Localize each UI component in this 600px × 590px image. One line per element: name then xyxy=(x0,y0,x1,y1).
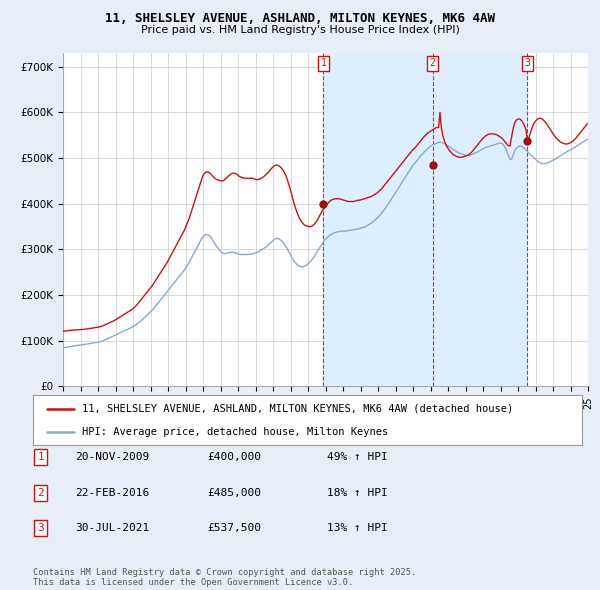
Text: 11, SHELSLEY AVENUE, ASHLAND, MILTON KEYNES, MK6 4AW: 11, SHELSLEY AVENUE, ASHLAND, MILTON KEY… xyxy=(105,12,495,25)
Text: 18% ↑ HPI: 18% ↑ HPI xyxy=(327,488,388,497)
Text: 22-FEB-2016: 22-FEB-2016 xyxy=(75,488,149,497)
Text: Price paid vs. HM Land Registry's House Price Index (HPI): Price paid vs. HM Land Registry's House … xyxy=(140,25,460,35)
Text: 1: 1 xyxy=(320,58,326,68)
Bar xyxy=(323,53,527,386)
Text: 3: 3 xyxy=(524,58,530,68)
Text: £537,500: £537,500 xyxy=(207,523,261,533)
Text: £400,000: £400,000 xyxy=(207,453,261,462)
Text: 49% ↑ HPI: 49% ↑ HPI xyxy=(327,453,388,462)
Text: 2: 2 xyxy=(37,488,44,497)
Text: 11, SHELSLEY AVENUE, ASHLAND, MILTON KEYNES, MK6 4AW (detached house): 11, SHELSLEY AVENUE, ASHLAND, MILTON KEY… xyxy=(82,404,514,414)
Text: £485,000: £485,000 xyxy=(207,488,261,497)
Text: 3: 3 xyxy=(37,523,44,533)
Text: 1: 1 xyxy=(37,453,44,462)
Text: 20-NOV-2009: 20-NOV-2009 xyxy=(75,453,149,462)
Text: 2: 2 xyxy=(430,58,436,68)
Text: HPI: Average price, detached house, Milton Keynes: HPI: Average price, detached house, Milt… xyxy=(82,427,389,437)
Text: 13% ↑ HPI: 13% ↑ HPI xyxy=(327,523,388,533)
Text: 30-JUL-2021: 30-JUL-2021 xyxy=(75,523,149,533)
Text: Contains HM Land Registry data © Crown copyright and database right 2025.
This d: Contains HM Land Registry data © Crown c… xyxy=(33,568,416,587)
